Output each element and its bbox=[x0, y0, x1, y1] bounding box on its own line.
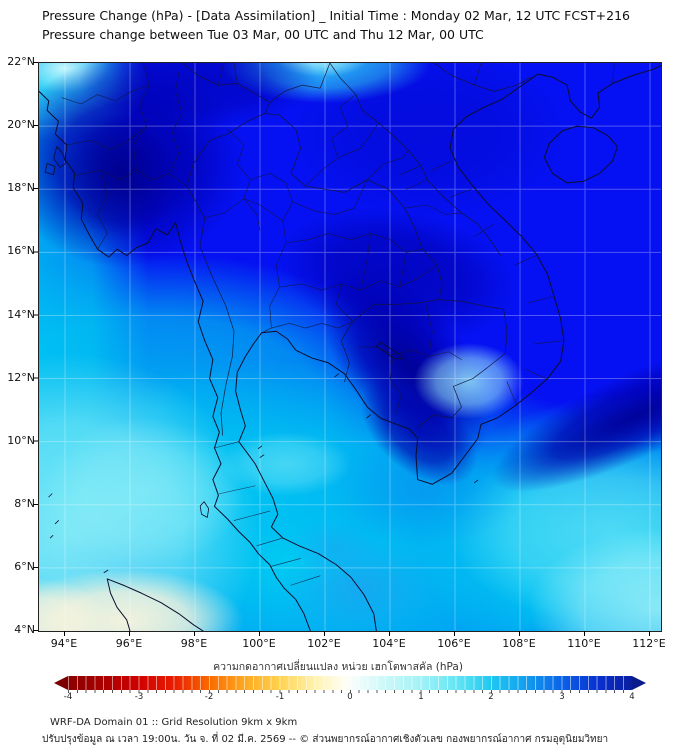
lat-tick-label: 4°N bbox=[14, 623, 35, 636]
footer-line-1: WRF-DA Domain 01 :: Grid Resolution 9km … bbox=[50, 717, 298, 728]
colorbar-tick-label: 2 bbox=[488, 692, 494, 702]
map-plot bbox=[38, 62, 662, 632]
title-line-1: Pressure Change (hPa) - [Data Assimilati… bbox=[42, 8, 630, 23]
title-line-2: Pressure change between Tue 03 Mar, 00 U… bbox=[42, 27, 484, 42]
lat-tick-label: 14°N bbox=[7, 308, 35, 321]
colorbar-gradient bbox=[68, 676, 632, 690]
lat-tick-label: 20°N bbox=[7, 118, 35, 131]
colorbar-tick-label: -4 bbox=[63, 692, 73, 702]
lon-tick-label: 110°E bbox=[567, 637, 601, 650]
lon-tick-label: 94°E bbox=[50, 637, 78, 650]
lat-tick-label: 10°N bbox=[7, 434, 35, 447]
lon-tick-label: 112°E bbox=[632, 637, 666, 650]
colorbar-tick-label: 0 bbox=[347, 692, 353, 702]
lat-tick-label: 8°N bbox=[14, 497, 35, 510]
colorbar-minor-ticks bbox=[68, 690, 632, 693]
colorbar-left-arrow bbox=[54, 676, 68, 690]
province-boundaries bbox=[62, 63, 615, 585]
lon-tick-label: 96°E bbox=[115, 637, 143, 650]
figure-title: Pressure Change (hPa) - [Data Assimilati… bbox=[42, 6, 630, 44]
lat-tick-label: 18°N bbox=[7, 181, 35, 194]
lat-tick-marks bbox=[33, 62, 38, 631]
colorbar-tick-label: -2 bbox=[204, 692, 214, 702]
colorbar-label: ความกดอากาศเปลี่ยนแปลง หน่วย เฮกโตพาสคัล… bbox=[213, 661, 463, 673]
lon-tick-label: 102°E bbox=[307, 637, 341, 650]
footer-line-2: ปรับปรุงข้อมูล ณ เวลา 19:00น. วัน จ. ที่… bbox=[42, 734, 609, 745]
colorbar-tick-label: 3 bbox=[559, 692, 565, 702]
lon-tick-label: 100°E bbox=[242, 637, 276, 650]
lon-tick-marks bbox=[38, 631, 660, 636]
pressure-field-blobs bbox=[39, 63, 661, 631]
colorbar-tick-label: -3 bbox=[134, 692, 144, 702]
colorbar-tick-label: 1 bbox=[418, 692, 424, 702]
colorbar-tick-label: 4 bbox=[629, 692, 635, 702]
lon-tick-label: 108°E bbox=[502, 637, 536, 650]
lon-tick-label: 106°E bbox=[437, 637, 471, 650]
colorbar-tick-label: -1 bbox=[275, 692, 285, 702]
coastline bbox=[39, 65, 661, 631]
colorbar-right-arrow bbox=[632, 676, 646, 690]
lon-tick-label: 104°E bbox=[372, 637, 406, 650]
lat-tick-label: 6°N bbox=[14, 560, 35, 573]
map-canvas bbox=[39, 63, 661, 631]
lon-tick-label: 98°E bbox=[180, 637, 208, 650]
colorbar bbox=[54, 676, 646, 690]
lat-tick-label: 12°N bbox=[7, 371, 35, 384]
lat-tick-label: 16°N bbox=[7, 244, 35, 257]
lat-tick-label: 22°N bbox=[7, 55, 35, 68]
islands bbox=[45, 147, 478, 573]
